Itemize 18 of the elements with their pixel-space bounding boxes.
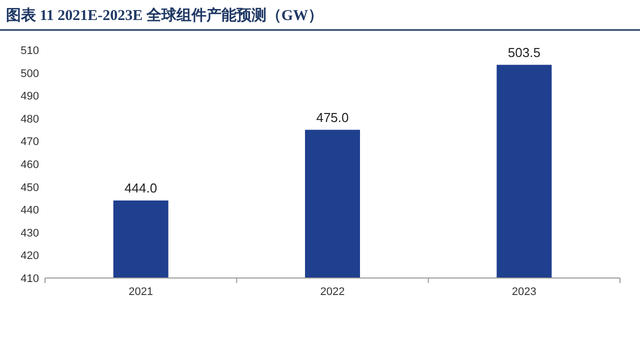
y-tick-label: 450: [20, 182, 39, 194]
data-label: 444.0: [124, 180, 158, 196]
x-tick-label: 2023: [512, 286, 536, 298]
y-tick-label: 440: [20, 204, 39, 217]
y-tick-label: 420: [20, 250, 39, 262]
y-tick-label: 410: [20, 273, 39, 285]
data-label: 475.0: [316, 110, 349, 125]
x-tick-label: 2021: [128, 286, 154, 298]
x-tick-label: 2022: [320, 286, 345, 298]
y-tick-label: 480: [20, 113, 39, 126]
chart-title: 图表 11 2021E-2023E 全球组件产能预测（GW）: [6, 7, 324, 24]
y-tick-label: 460: [20, 159, 39, 171]
y-tick-label: 500: [20, 68, 39, 80]
y-tick-label: 490: [20, 90, 39, 103]
y-tick-label: 510: [20, 45, 39, 57]
y-tick-label: 470: [20, 136, 39, 148]
y-tick-label: 430: [20, 227, 39, 240]
data-label: 503.5: [508, 44, 540, 60]
